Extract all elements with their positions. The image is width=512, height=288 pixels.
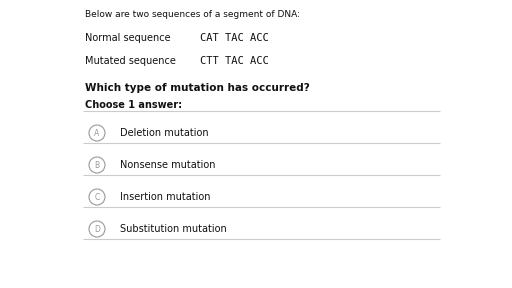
Text: Mutated sequence: Mutated sequence [85,56,176,66]
Text: Substitution mutation: Substitution mutation [120,224,227,234]
Text: Choose 1 answer:: Choose 1 answer: [85,100,182,110]
Text: D: D [94,225,100,234]
Text: B: B [94,160,99,170]
Text: Insertion mutation: Insertion mutation [120,192,210,202]
Text: C: C [94,192,100,202]
Text: Deletion mutation: Deletion mutation [120,128,208,138]
Text: Below are two sequences of a segment of DNA:: Below are two sequences of a segment of … [85,10,300,19]
Text: A: A [94,128,100,137]
Text: Which type of mutation has occurred?: Which type of mutation has occurred? [85,83,310,93]
Text: CAT TAC ACC: CAT TAC ACC [200,33,269,43]
Text: CTT TAC ACC: CTT TAC ACC [200,56,269,66]
Text: Normal sequence: Normal sequence [85,33,170,43]
Text: Nonsense mutation: Nonsense mutation [120,160,216,170]
